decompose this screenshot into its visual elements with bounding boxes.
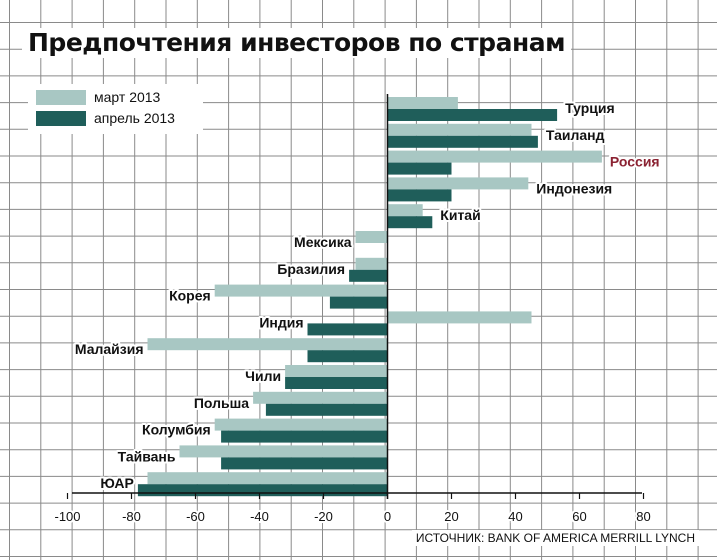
bar-april xyxy=(329,296,388,309)
bar-march xyxy=(387,97,458,109)
category-label: ЮАР xyxy=(100,475,134,491)
bar-march xyxy=(253,391,388,404)
category-label: Россия xyxy=(610,154,660,170)
x-tick-label: 20 xyxy=(444,509,458,524)
bar-april xyxy=(387,216,433,229)
category-label: Польша xyxy=(194,395,249,411)
bar-march xyxy=(355,257,388,270)
chart-title: Предпочтения инвесторов по странам xyxy=(22,28,572,58)
category-label: Колумбия xyxy=(142,422,211,438)
bar-april xyxy=(137,484,388,497)
legend-label-april: апрель 2013 xyxy=(94,110,175,126)
x-tick-label: 60 xyxy=(572,509,586,524)
category-label: Индия xyxy=(259,314,303,330)
category-labels: Турция Таиланд Россия Индонезия Китай Мексика… xyxy=(73,98,662,493)
bar-april xyxy=(387,109,558,121)
category-label: Чили xyxy=(245,368,281,384)
x-tick-label: -60 xyxy=(186,509,205,524)
bar-april xyxy=(265,403,388,416)
bar-march xyxy=(179,445,388,458)
bar-april xyxy=(307,350,388,363)
bar-march xyxy=(147,338,388,351)
x-tick-label: -40 xyxy=(250,509,269,524)
bar-march xyxy=(214,284,388,297)
category-label: Турция xyxy=(565,100,615,116)
x-tick-label: -80 xyxy=(122,509,141,524)
category-label: Индонезия xyxy=(536,180,612,196)
bar-april xyxy=(387,162,452,175)
bar-april xyxy=(221,430,388,443)
x-tick-label: 40 xyxy=(508,509,522,524)
category-label: Таиланд xyxy=(546,127,605,143)
category-label: Мексика xyxy=(294,234,352,250)
bar-march xyxy=(387,204,423,217)
source-note: ИСТОЧНИК: BANK OF AMERICA MERRILL LYNCH xyxy=(411,530,699,546)
legend-label-march: март 2013 xyxy=(94,89,161,105)
bar-april xyxy=(387,189,452,202)
legend-swatch-march xyxy=(36,90,86,105)
bar-march xyxy=(214,418,388,431)
x-tick-label: 80 xyxy=(636,509,650,524)
bar-april xyxy=(387,135,538,148)
legend-swatch-april xyxy=(36,111,86,126)
bar-march xyxy=(147,472,388,485)
category-label: Корея xyxy=(169,288,211,304)
bar-april xyxy=(285,377,388,389)
bar-march xyxy=(285,365,388,377)
x-tick-label: -20 xyxy=(314,509,333,524)
category-label: Тайвань xyxy=(118,448,176,464)
bar-march xyxy=(387,311,532,324)
bar-april xyxy=(307,323,388,336)
category-label: Китай xyxy=(440,207,480,223)
bar-april xyxy=(221,457,388,470)
bar-march xyxy=(387,150,602,163)
x-tick-label: 0 xyxy=(384,509,391,524)
category-label: Малайзия xyxy=(75,341,144,357)
bar-march xyxy=(387,177,529,190)
category-label: Бразилия xyxy=(277,261,345,277)
bar-march xyxy=(387,123,532,136)
bar-april xyxy=(349,269,388,282)
bar-march xyxy=(355,231,388,243)
x-tick-label: -100 xyxy=(54,509,80,524)
x-axis: -100 -80 -60 -40 -20 0 20 40 60 80 xyxy=(52,94,653,526)
